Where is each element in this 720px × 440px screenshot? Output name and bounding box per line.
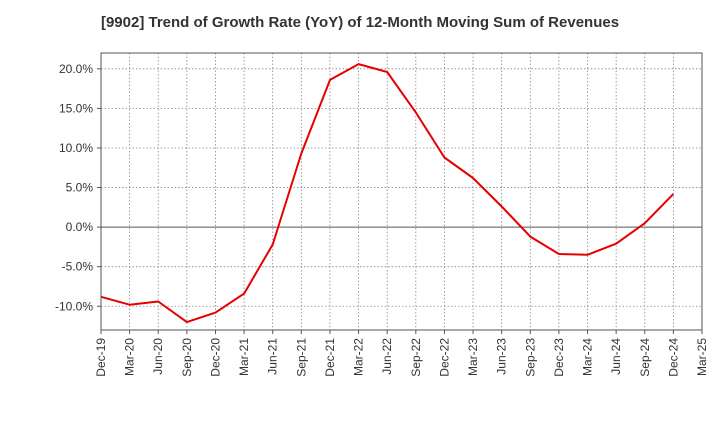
y-tick-label: -10.0%: [55, 299, 93, 313]
x-tick-label: Mar-23: [466, 338, 480, 376]
y-axis: 20.0% 15.0% 10.0% 5.0% 0.0% -5.0% -10.0%: [55, 62, 101, 313]
x-tick-label: Sep-22: [409, 338, 423, 377]
x-tick-label: Sep-24: [638, 338, 652, 377]
x-tick-label: Jun-23: [495, 338, 509, 375]
x-tick-label: Sep-21: [294, 338, 308, 377]
x-axis: Dec-19 Mar-20 Jun-20 Sep-20 Dec-20 Mar-21 Jun-…: [94, 330, 709, 377]
x-tick-label: Mar-25: [695, 338, 709, 376]
x-tick-label: Mar-21: [237, 338, 251, 376]
x-tick-label: Jun-22: [380, 338, 394, 375]
x-tick-label: Jun-21: [266, 338, 280, 375]
series-line: [100, 63, 675, 324]
y-tick-label: 0.0%: [66, 220, 94, 234]
x-tick-label: Mar-24: [581, 338, 595, 376]
plot-area: [100, 52, 703, 331]
chart-title: [9902] Trend of Growth Rate (YoY) of 12-…: [100, 14, 620, 31]
series-group: [100, 63, 675, 324]
x-tick-label: Dec-24: [666, 338, 680, 377]
y-tick-label: 15.0%: [59, 101, 93, 115]
x-tick-label: Mar-22: [352, 338, 366, 376]
x-tick-label: Jun-20: [151, 338, 165, 375]
grid: [101, 53, 702, 330]
y-tick-label: 20.0%: [59, 62, 93, 76]
x-tick-label: Dec-19: [94, 338, 108, 377]
x-tick-label: Dec-22: [437, 338, 451, 377]
x-tick-label: Mar-20: [123, 338, 137, 376]
x-tick-label: Dec-20: [208, 338, 222, 377]
y-tick-label: 5.0%: [66, 181, 94, 195]
x-tick-label: Sep-20: [180, 338, 194, 377]
x-tick-label: Dec-23: [552, 338, 566, 377]
y-tick-label: -5.0%: [62, 260, 94, 274]
y-tick-label: 10.0%: [59, 141, 93, 155]
x-tick-label: Sep-23: [523, 338, 537, 377]
x-tick-label: Dec-21: [323, 338, 337, 377]
x-tick-label: Jun-24: [609, 338, 623, 375]
